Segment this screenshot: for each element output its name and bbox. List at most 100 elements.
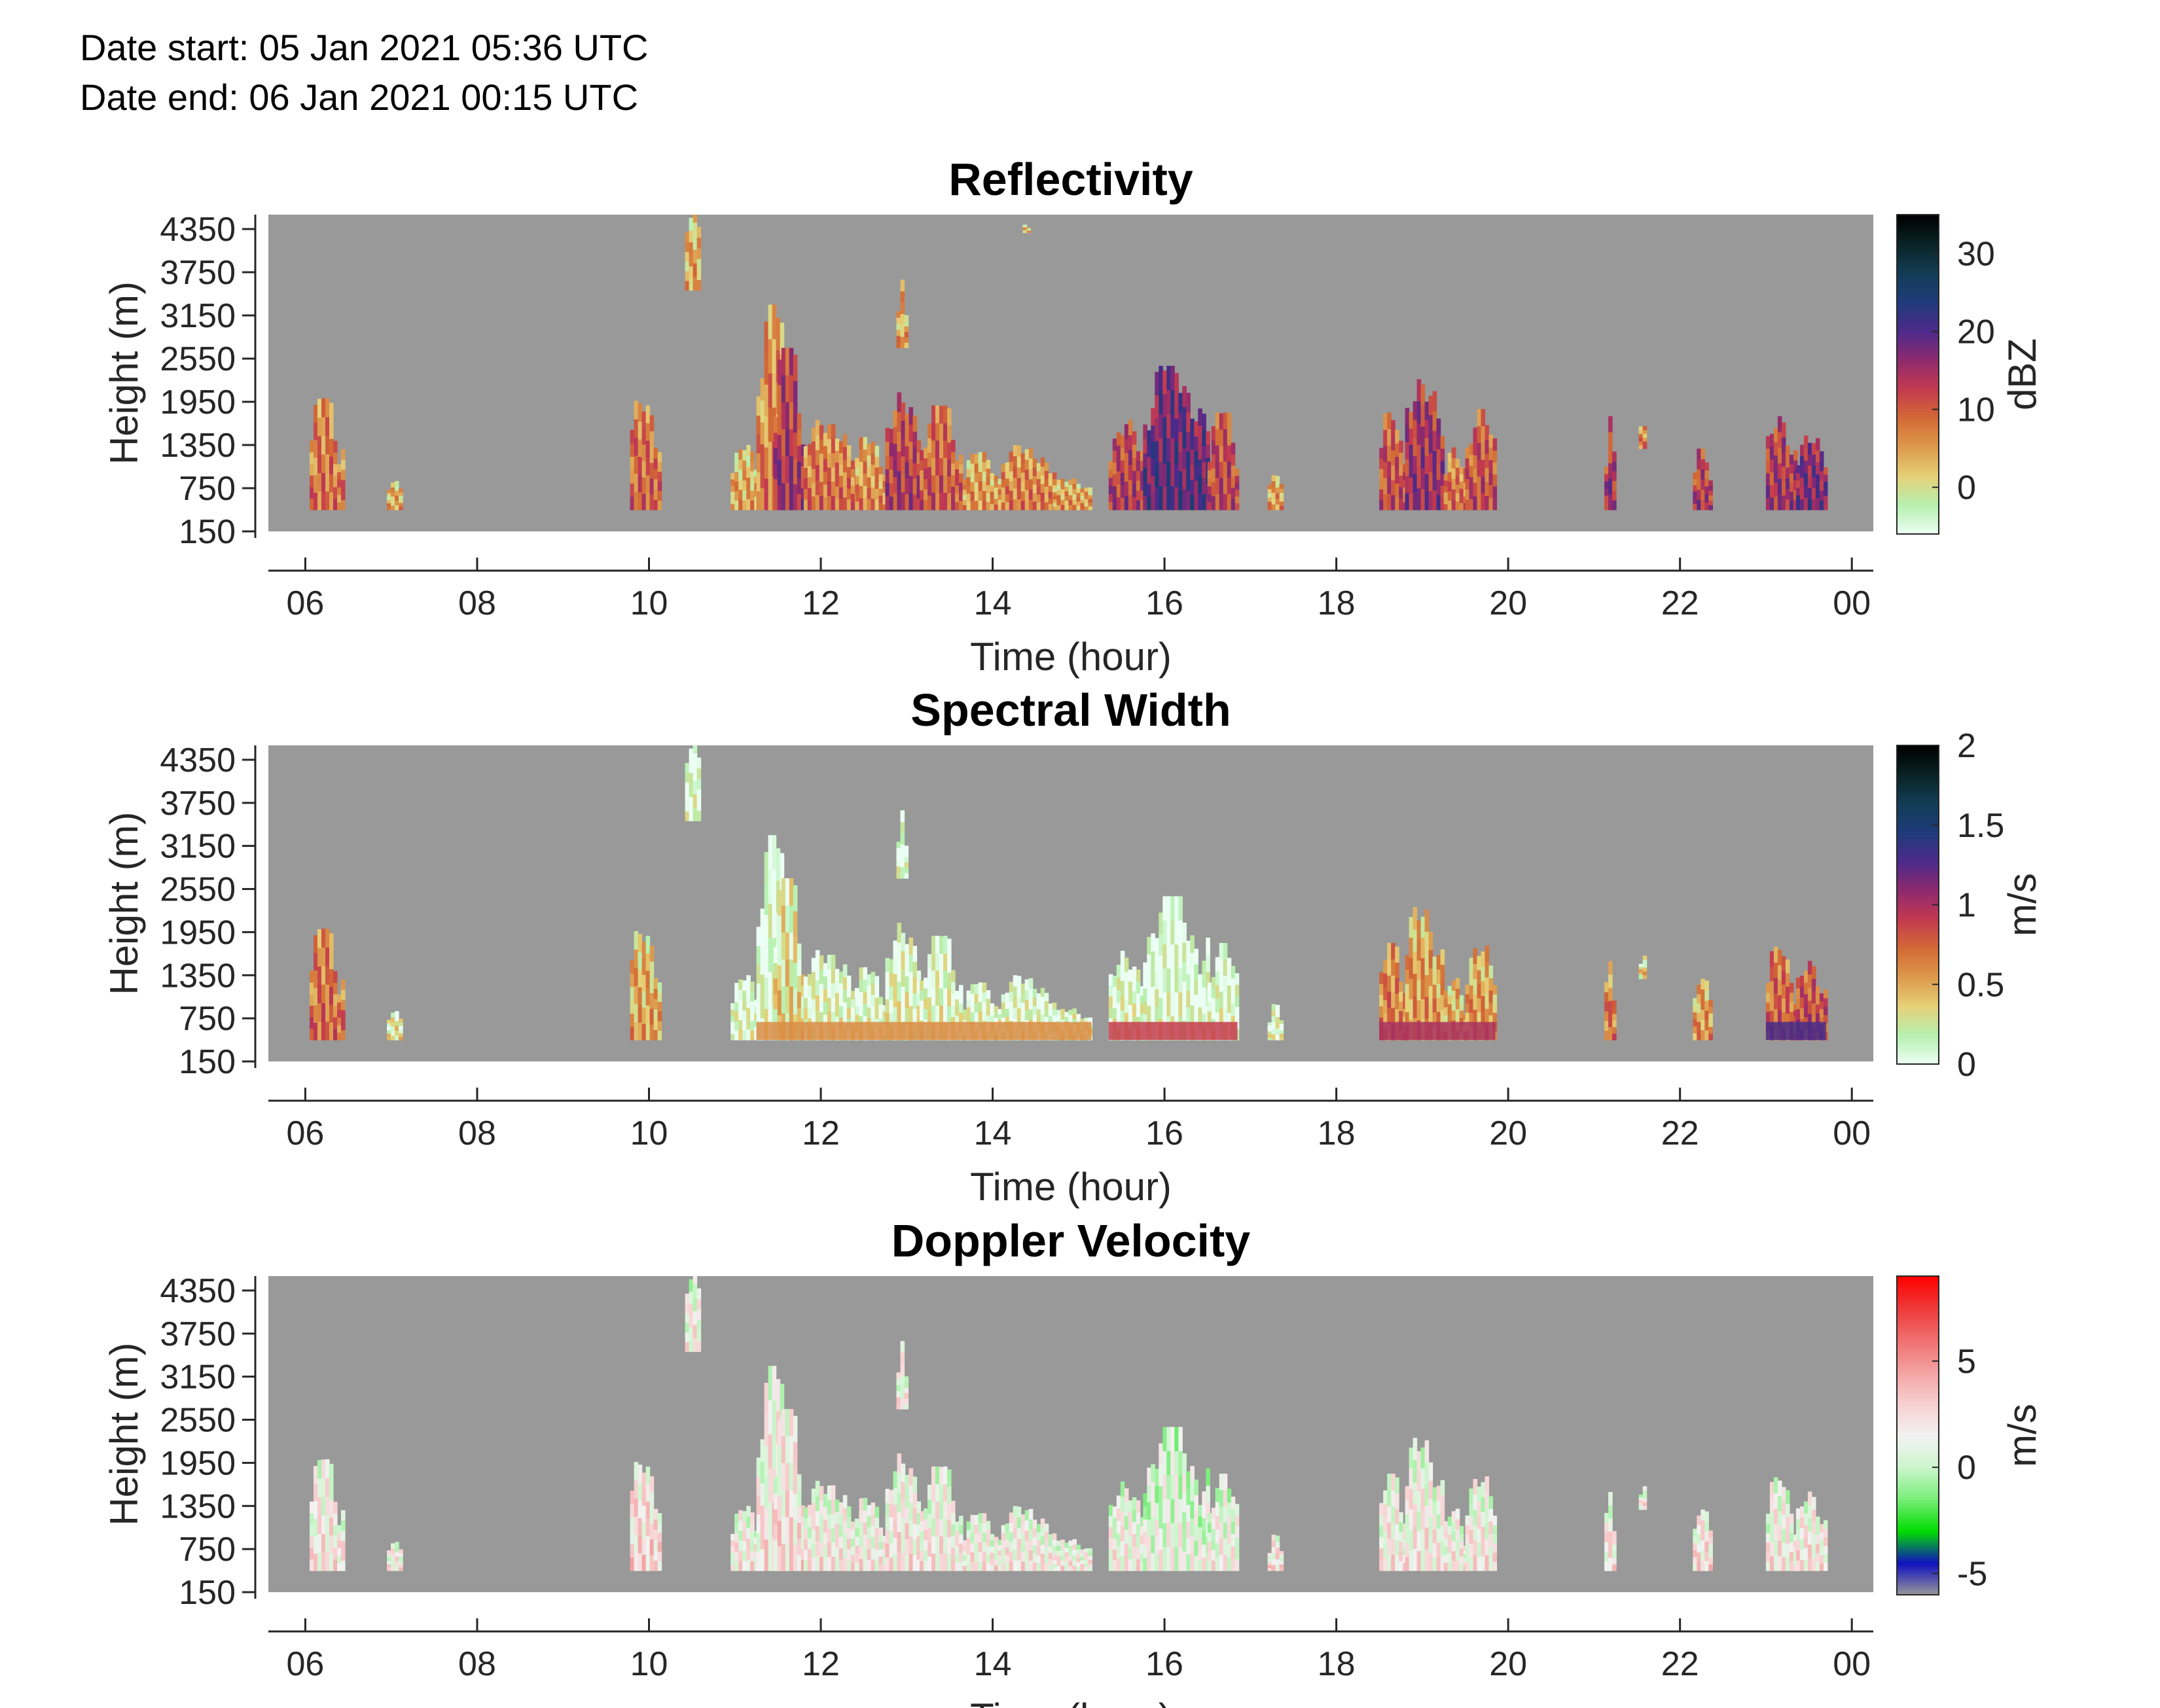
x-tick-label: 06: [287, 1114, 325, 1152]
echo-cell: [1053, 1539, 1092, 1571]
date-end-label: Date end: 06 Jan 2021 00:15 UTC: [80, 77, 638, 118]
echo-cell: [1765, 946, 1798, 1041]
bottom-band: [1379, 1022, 1496, 1041]
y-tick-label: 3150: [160, 297, 236, 335]
x-tick-label: 16: [1145, 584, 1183, 622]
colorbar-tick-label: 0: [1957, 469, 1976, 507]
x-tick-label: 10: [630, 1114, 668, 1152]
echo-cell: [1465, 409, 1498, 510]
echo-cell: [685, 215, 702, 291]
colorbar-tick-label: 10: [1957, 391, 1995, 429]
echo-cell: [962, 1513, 1003, 1571]
x-tick-label: 06: [287, 1645, 325, 1683]
x-tick-label: 14: [974, 1114, 1012, 1152]
x-tick-label: 16: [1145, 1114, 1183, 1152]
x-tick-label: 14: [974, 584, 1012, 622]
y-tick-label: 2550: [160, 340, 236, 378]
panel-1: Spectral Width 150 750 1350 1950 2550 3150 3750…: [102, 685, 2044, 1209]
echo-cell: [1604, 416, 1617, 510]
x-tick-label: 08: [458, 584, 496, 622]
date-start-label: Date start: 05 Jan 2021 05:36 UTC: [80, 27, 649, 68]
echo-cell: [896, 1341, 909, 1410]
colorbar-tick-label: 0: [1957, 1046, 1976, 1084]
x-tick-label: 06: [287, 584, 325, 622]
x-tick-label: 22: [1661, 584, 1699, 622]
echo-cell: [773, 347, 806, 510]
y-tick-label: 2550: [160, 1402, 236, 1440]
x-tick-label: 18: [1318, 1114, 1356, 1152]
panel-0: Reflectivity 150 750 1350 1950 2550 3150 3750 43…: [102, 154, 2044, 679]
echo-cell: [387, 1542, 403, 1571]
echo-cell: [310, 1459, 346, 1571]
x-tick-label: 00: [1833, 584, 1871, 622]
panel-title: Spectral Width: [910, 685, 1231, 736]
y-tick-label: 1350: [160, 957, 236, 995]
y-tick-label: 750: [179, 1000, 236, 1038]
panel-2: Doppler Velocity 150 750 1350 1950 2550 3150 37…: [102, 1215, 2044, 1708]
echo-cell: [803, 950, 859, 1041]
y-tick-label: 1350: [160, 1487, 236, 1525]
y-tick-label: 4350: [160, 1272, 236, 1310]
colorbar: -5 0 5 m/s: [1896, 1275, 2044, 1595]
echo-cell: [685, 745, 702, 821]
y-tick-label: 1950: [160, 383, 236, 421]
x-tick-label: 12: [802, 1114, 840, 1152]
echo-cell: [896, 810, 909, 879]
echo-cell: [855, 1498, 888, 1571]
y-tick-label: 150: [179, 1574, 236, 1612]
echo-cell: [1693, 448, 1713, 510]
echo-cell: [310, 928, 346, 1041]
y-tick-label: 4350: [160, 741, 236, 779]
y-tick-label: 3750: [160, 1315, 236, 1353]
echo-cell: [1443, 1508, 1468, 1571]
y-tick-label: 4350: [160, 211, 236, 249]
echo-cell: [730, 444, 759, 510]
y-tick-label: 3150: [160, 1359, 236, 1397]
echo-cell: [1693, 978, 1713, 1041]
echo-cell: [962, 452, 1003, 510]
x-tick-label: 18: [1318, 584, 1356, 622]
bottom-band: [1765, 1022, 1826, 1041]
y-tick-label: 150: [179, 513, 236, 551]
heatmap-cells: [310, 745, 1828, 1041]
x-tick-label: 12: [802, 1645, 840, 1683]
echo-cell: [730, 1506, 759, 1571]
x-tick-label: 20: [1489, 584, 1527, 622]
echo-cell: [885, 392, 922, 510]
y-tick-label: 150: [179, 1043, 236, 1081]
echo-cell: [920, 405, 963, 510]
colorbar-tick-label: 0: [1957, 1449, 1976, 1487]
y-axis-label: Height (m): [102, 811, 146, 995]
colorbar-tick-label: 1: [1957, 887, 1976, 925]
x-tick-label: 08: [458, 1645, 496, 1683]
y-tick-label: 1950: [160, 914, 236, 952]
echo-cell: [310, 398, 346, 510]
y-tick-label: 3750: [160, 254, 236, 292]
echo-cell: [1693, 1509, 1713, 1571]
colorbar: 0 10 20 30 dBZ: [1896, 214, 2044, 535]
y-tick-label: 2550: [160, 871, 236, 909]
bottom-band: [756, 1022, 1092, 1041]
colorbar-tick-label: 30: [1957, 236, 1995, 274]
colorbar-label: m/s: [2000, 873, 2044, 936]
echo-cell: [685, 1276, 702, 1352]
x-tick-label: 00: [1833, 1114, 1871, 1152]
colorbar-tick-label: 1.5: [1957, 807, 2004, 845]
echo-cell: [1207, 1473, 1240, 1571]
echo-cell: [1638, 426, 1647, 450]
y-tick-label: 1350: [160, 427, 236, 465]
x-tick-label: 22: [1661, 1645, 1699, 1683]
colorbar-tick-label: 5: [1957, 1343, 1976, 1381]
y-tick-label: 3150: [160, 828, 236, 866]
echo-cell: [630, 400, 662, 510]
y-axis-label: Height (m): [102, 1342, 146, 1525]
x-tick-label: 10: [630, 584, 668, 622]
colorbar-frame: [1896, 1275, 1939, 1595]
heatmap-cells: [310, 1276, 1828, 1571]
echo-cell: [1638, 955, 1647, 980]
y-axis-label: Height (m): [102, 281, 146, 465]
echo-cell: [896, 279, 909, 349]
colorbar-tick-label: 0.5: [1957, 966, 2004, 1004]
echo-cell: [855, 436, 888, 510]
